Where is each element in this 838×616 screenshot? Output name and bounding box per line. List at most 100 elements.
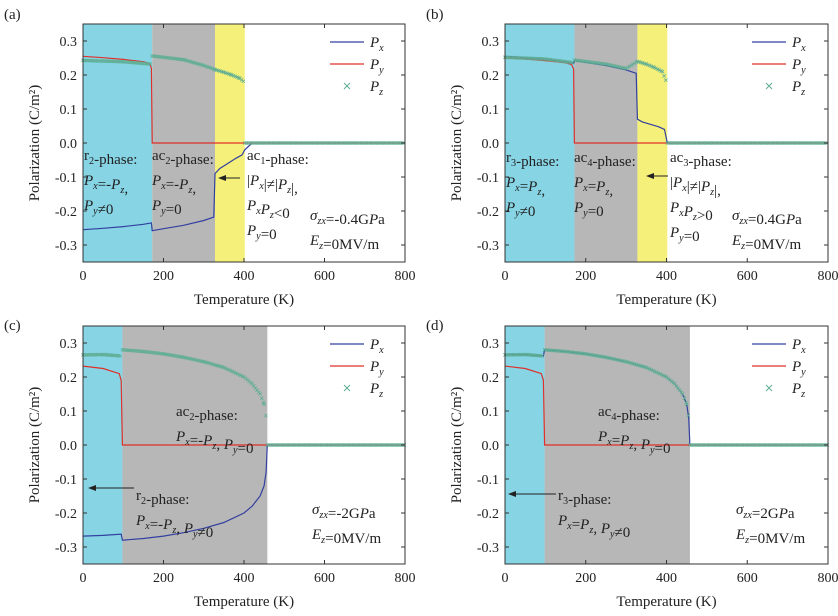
y-tick-label: -0.2 [477, 205, 499, 220]
x-tick-label: 0 [502, 571, 509, 586]
pz-marker [632, 61, 637, 66]
annotation-line: Ez=0MV/m [311, 527, 381, 547]
annotation-line: Px=Pz, Py≠0 [557, 513, 630, 541]
annotation-line: Py=0 [669, 225, 700, 245]
pz-marker [629, 63, 634, 68]
x-axis-label: Temperature (K) [616, 594, 716, 610]
annotation-line: PxPz>0 [669, 200, 713, 224]
phase-region-cyan [83, 326, 123, 564]
annotation-line: ac1-phase: [247, 148, 309, 168]
annotation-line: Px=-Pz, [151, 173, 196, 197]
y-tick-label: -0.1 [477, 473, 499, 488]
legend-label-Pz: Pz [369, 79, 383, 98]
annotation-line: r2-phase: [84, 148, 137, 168]
annotation: r2-phase: Px=-Pz,Py≠0 [83, 148, 137, 218]
x-tick-label: 800 [395, 269, 416, 284]
annotation-line: σzx=-2GPa [312, 502, 376, 522]
annotation: r3-phase: Px=Pz, Py≠0 [557, 488, 630, 541]
series-Py [504, 365, 828, 446]
x-tick-label: 600 [737, 571, 758, 586]
pz-marker [241, 79, 246, 84]
y-axis-label: Polarization (C/m²) [449, 85, 465, 202]
y-axis-label: Polarization (C/m²) [449, 387, 465, 504]
annotation: σzx=0.4GPa Ez=0MV/m [731, 208, 802, 253]
annotation-line: ac2-phase: [176, 404, 238, 424]
legend-label-Pz: Pz [369, 381, 383, 400]
y-tick-label: -0.2 [477, 507, 499, 522]
y-tick-label: 0.3 [482, 337, 500, 352]
x-axis-label: Temperature (K) [194, 292, 294, 308]
pz-marker [570, 60, 575, 65]
annotation-line: σzx=0.4GPa [732, 208, 802, 228]
annotation: ac2-phase: Px=-Pz, Py=0 [175, 404, 253, 457]
x-tick-label: 200 [153, 269, 174, 284]
x-tick-label: 600 [314, 571, 335, 586]
y-tick-label: 0.1 [482, 405, 500, 420]
x-tick-label: 600 [737, 269, 758, 284]
x-tick-label: 200 [575, 269, 596, 284]
annotation-line: Ez=0MV/m [731, 233, 801, 253]
pz-marker [682, 396, 687, 401]
annotation: σzx=-0.4GPa Ez=0MV/m [309, 208, 385, 253]
annotation-line: Px=-Pz, [83, 173, 128, 197]
panel-label: (a) [4, 7, 21, 23]
panel-b: 0 200 400 600 800 0.3 0.2 0.1 0.0 -0.1 -0.2 -0.3 Tem… [426, 7, 838, 308]
pz-marker [627, 64, 632, 69]
x-tick-label: 200 [575, 571, 596, 586]
annotation-line: ac4-phase: [598, 404, 660, 424]
annotation-line: σzx=-0.4GPa [310, 208, 385, 228]
annotation-line: ac2-phase: [152, 148, 214, 168]
series-Pz [81, 347, 407, 447]
annotation-line: Py≠0 [83, 198, 113, 218]
series-Px [82, 444, 405, 541]
y-tick-label: 0.0 [60, 439, 78, 454]
panel-a: 0 200 400 600 800 0.3 0.2 0.1 0.0 -0.1 -0.2 -0.3 Tem… [4, 7, 416, 308]
annotation-line: σzx=2GPa [736, 502, 795, 522]
annotation-line: |Px|≠|Pz|, [247, 173, 298, 197]
pz-marker [119, 59, 124, 64]
pz-marker [624, 66, 629, 71]
legend-label-Py: Py [791, 57, 806, 76]
y-tick-label: 0.2 [482, 69, 500, 84]
annotation-line: Py≠0 [505, 200, 535, 220]
annotation-line: Px=-Pz, Py=0 [175, 429, 253, 457]
series-Px [82, 142, 405, 232]
y-tick-label: -0.1 [55, 473, 77, 488]
phase-region-cyan [505, 24, 575, 262]
x-axis-label: Temperature (K) [616, 292, 716, 308]
y-tick-label: -0.3 [55, 239, 77, 254]
pz-marker [684, 402, 689, 407]
pz-marker [662, 74, 667, 78]
annotation-line: r2-phase: [136, 488, 189, 508]
pz-marker [680, 392, 685, 396]
legend: Px Py Pz [330, 337, 384, 400]
y-tick-label: 0.2 [60, 371, 78, 386]
y-tick-label: 0.0 [60, 137, 78, 152]
y-axis-label: Polarization (C/m²) [27, 387, 43, 504]
legend-label-Py: Py [369, 57, 384, 76]
annotation: σzx=2GPa Ez=0MV/m [735, 502, 805, 547]
x-tick-label: 400 [656, 571, 677, 586]
y-tick-label: -0.2 [55, 507, 77, 522]
x-tick-label: 0 [80, 269, 87, 284]
y-tick-label: -0.2 [55, 205, 77, 220]
y-tick-label: 0.1 [482, 103, 500, 118]
annotation: ac4-phase: Px=Pz, Py=0 [597, 404, 670, 457]
pz-marker [118, 353, 122, 358]
pz-marker [263, 413, 268, 418]
pz-marker [663, 78, 668, 83]
pz-marker [262, 402, 267, 407]
annotation-line: Px=Pz, Py=0 [597, 429, 670, 457]
x-tick-label: 800 [818, 571, 838, 586]
annotation-line: Ez=0MV/m [735, 527, 805, 547]
panel-label: (d) [426, 318, 444, 334]
legend-label-Pz: Pz [791, 381, 805, 400]
annotation-line: PxPz<0 [246, 198, 290, 222]
legend-label-Py: Py [791, 359, 806, 378]
legend-label-Px: Px [791, 35, 806, 54]
x-tick-label: 400 [234, 269, 255, 284]
annotation-line: r3-phase: [506, 150, 559, 170]
annotation-line: ac4-phase: [574, 150, 636, 170]
pz-marker [542, 57, 546, 61]
pz-marker [686, 413, 691, 418]
